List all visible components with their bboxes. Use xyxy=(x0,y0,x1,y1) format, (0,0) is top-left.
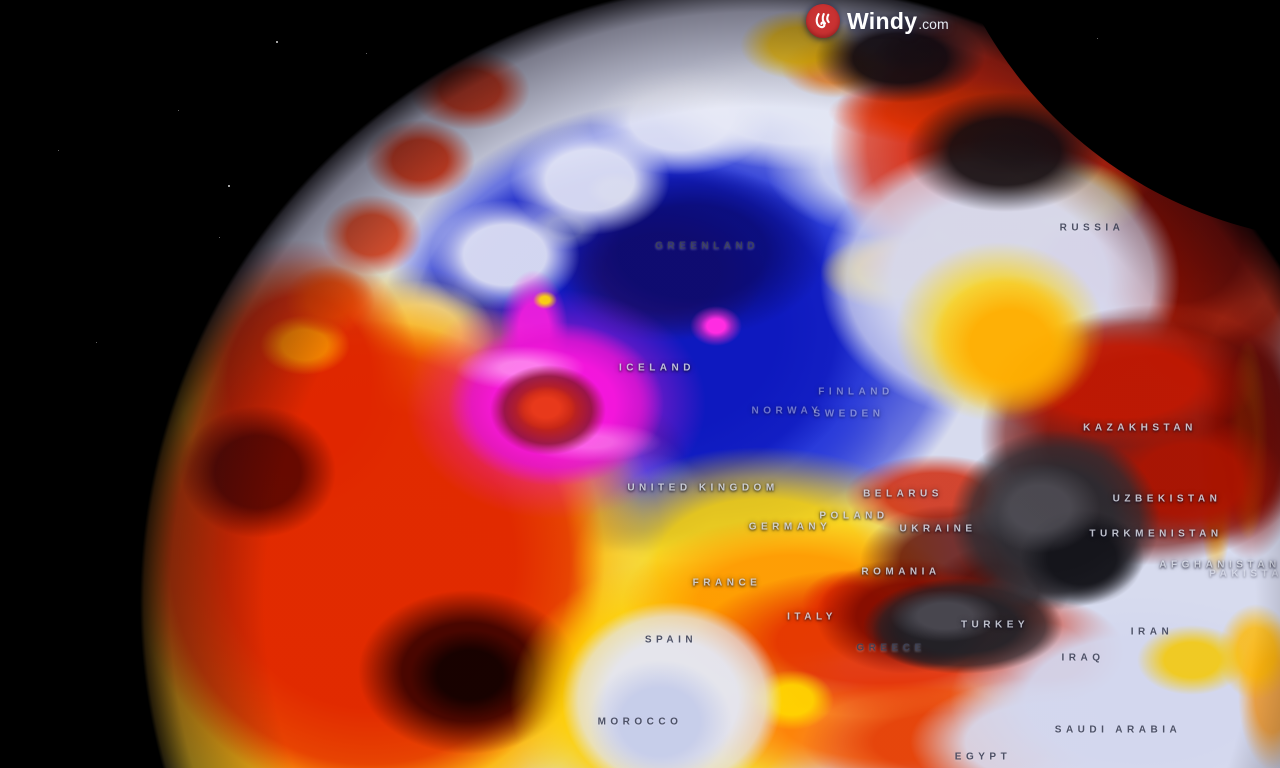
map-label: KAZAKHSTAN xyxy=(1083,422,1197,434)
map-label: FRANCE xyxy=(692,577,762,589)
map-label: SWEDEN xyxy=(813,408,885,420)
map-label: GREENLAND xyxy=(655,240,759,252)
map-label: IRAN xyxy=(1130,626,1174,638)
map-label: RUSSIA xyxy=(1059,222,1125,234)
map-label: PAKISTAN xyxy=(1209,568,1280,580)
windy-wordmark: Windy xyxy=(847,7,918,34)
map-label: ITALY xyxy=(787,611,837,623)
map-label: GERMANY xyxy=(748,521,832,533)
windy-logo-icon xyxy=(806,4,840,38)
windy-wordmark-group: Windy .com xyxy=(847,8,949,35)
map-label: MOROCCO xyxy=(597,716,683,728)
map-label: UNITED KINGDOM xyxy=(627,482,779,494)
windy-tld: .com xyxy=(918,15,949,32)
map-label: UZBEKISTAN xyxy=(1112,493,1222,505)
map-label: TURKEY xyxy=(960,619,1030,631)
map-label: TURKMENISTAN xyxy=(1089,528,1223,540)
map-label: POLAND xyxy=(819,510,889,522)
map-label: UKRAINE xyxy=(899,523,977,535)
map-label: ROMANIA xyxy=(861,566,941,578)
map-label: GREECE xyxy=(856,642,926,654)
map-label: EGYPT xyxy=(954,751,1012,763)
windy-logo[interactable]: Windy .com xyxy=(806,4,949,38)
map-label: SPAIN xyxy=(644,634,698,646)
map-label: FINLAND xyxy=(818,386,894,398)
map-label: IRAQ xyxy=(1061,652,1105,664)
map-label: SAUDI ARABIA xyxy=(1054,724,1182,736)
map-label: BELARUS xyxy=(863,488,943,500)
map-label: ICELAND xyxy=(619,362,695,374)
map-label: NORWAY xyxy=(751,405,823,417)
